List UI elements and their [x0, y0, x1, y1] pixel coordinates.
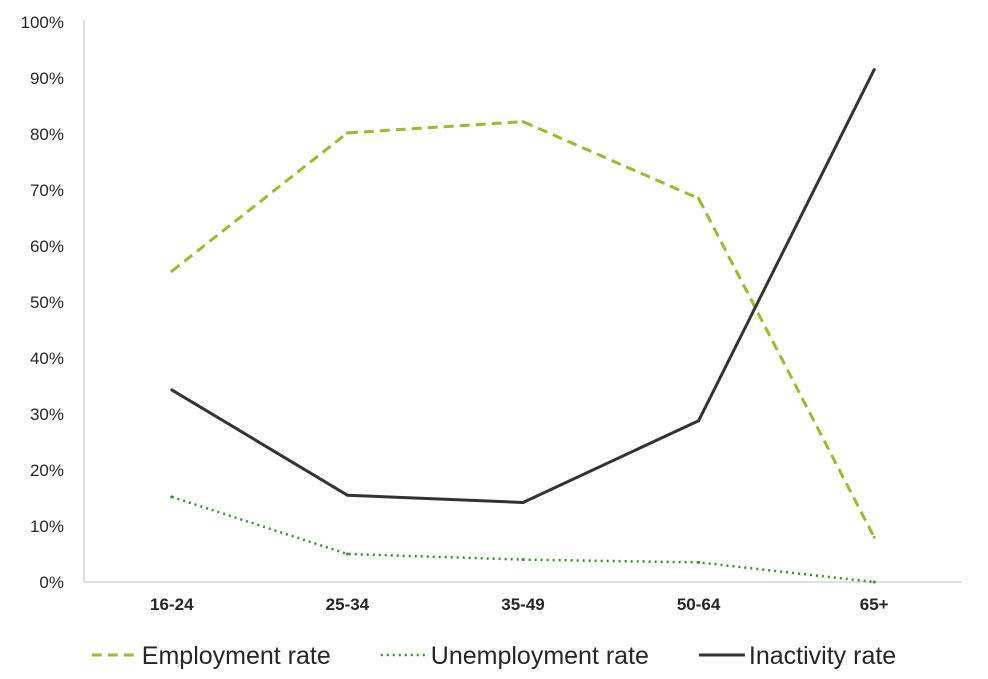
y-tick-label: 30% [30, 405, 64, 424]
y-tick-label: 70% [30, 181, 64, 200]
x-axis-categories: 16-24 25-34 35-49 50-64 65+ [150, 595, 889, 614]
series-lines [170, 68, 876, 584]
legend-item: Employment rate [91, 642, 331, 670]
data-point [521, 120, 525, 124]
y-tick-label: 0% [39, 573, 64, 592]
y-tick-label: 40% [30, 349, 64, 368]
y-tick-label: 80% [30, 125, 64, 144]
y-tick-label: 90% [30, 69, 64, 88]
series-2 [170, 495, 876, 584]
data-point [872, 68, 876, 72]
x-category-label: 35-49 [501, 595, 544, 614]
data-point [345, 131, 349, 135]
series-line [171, 495, 875, 584]
y-tick-label: 10% [30, 517, 64, 536]
x-category-label: 65+ [860, 595, 889, 614]
legend-item: Inactivity rate [698, 642, 896, 670]
data-point [170, 495, 174, 499]
data-point [521, 500, 525, 504]
legend-label: Unemployment rate [431, 642, 649, 670]
data-point [521, 558, 525, 562]
x-category-label: 50-64 [677, 595, 721, 614]
y-tick-label: 100% [21, 13, 64, 32]
data-point [170, 388, 174, 392]
series-3 [170, 68, 876, 504]
data-point [345, 493, 349, 497]
legend-item: Unemployment rate [380, 642, 649, 670]
data-point [345, 552, 349, 556]
y-axis-ticks: 0% 10% 20% 30% 40% 50% 60% 70% 80% 90% 100% [21, 13, 64, 592]
legend: Employment rate Unemployment rate Inactivi… [91, 642, 896, 670]
x-category-label: 25-34 [326, 595, 370, 614]
series-line [170, 120, 876, 538]
data-point [697, 560, 701, 564]
y-tick-label: 50% [30, 293, 64, 312]
data-point [170, 269, 174, 273]
legend-label: Employment rate [142, 642, 331, 670]
data-point [697, 196, 701, 200]
series-1 [170, 120, 876, 539]
axes [83, 20, 962, 583]
y-tick-label: 60% [30, 237, 64, 256]
y-tick-label: 20% [30, 461, 64, 480]
data-point [872, 580, 876, 584]
data-point [697, 419, 701, 423]
legend-label: Inactivity rate [749, 642, 896, 670]
series-line [171, 68, 876, 504]
data-point [872, 535, 876, 539]
x-category-label: 16-24 [150, 595, 194, 614]
